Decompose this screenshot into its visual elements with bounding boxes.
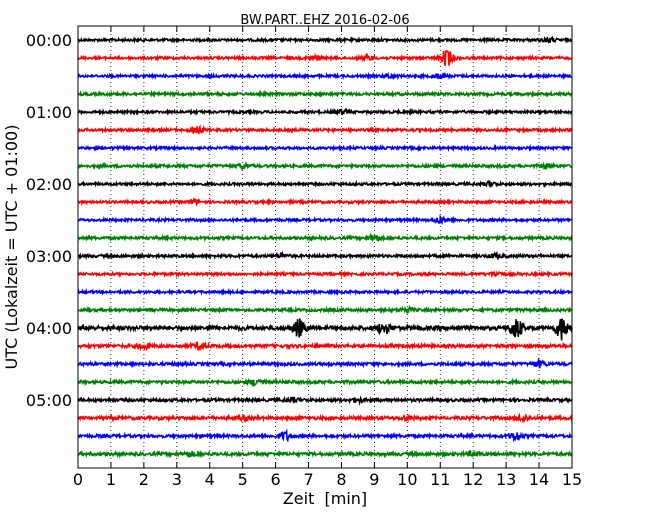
x-tick-label: 3 — [172, 470, 182, 489]
trace-0200 — [77, 179, 573, 189]
plot-frame — [77, 25, 573, 469]
trace-0130 — [77, 143, 573, 153]
x-tick-label: 9 — [369, 470, 379, 489]
trace-0115 — [77, 123, 573, 135]
x-tick-label: 13 — [496, 470, 516, 489]
grid-lines — [110, 26, 540, 468]
y-ticks: 00:00 01:00 02:00 03:00 04:00 05:00 — [26, 31, 572, 410]
y-tick-label: 00:00 — [26, 31, 72, 50]
trace-0045 — [77, 89, 573, 99]
x-tick-label: 10 — [397, 470, 417, 489]
trace-0230 — [77, 214, 573, 225]
trace-0430 — [77, 357, 573, 369]
x-tick-label: 2 — [139, 470, 149, 489]
x-tick-label: 6 — [271, 470, 281, 489]
trace-0245 — [77, 232, 573, 243]
trace-0530 — [77, 428, 573, 443]
x-ticks: 0 1 2 3 4 5 6 7 8 9 10 11 12 13 14 15 — [73, 26, 582, 489]
x-tick-label: 4 — [205, 470, 215, 489]
trace-0100 — [77, 107, 573, 117]
x-tick-label: 1 — [106, 470, 116, 489]
y-axis-label: UTC (Lokalzeit = UTC + 01:00) — [2, 125, 21, 370]
trace-0315 — [77, 269, 573, 279]
trace-0015 — [77, 50, 573, 66]
trace-0500 — [77, 395, 573, 406]
trace-0515 — [77, 412, 573, 424]
trace-0330 — [77, 287, 573, 297]
trace-0545 — [77, 449, 573, 459]
y-tick-label: 04:00 — [26, 319, 72, 338]
x-axis-label: Zeit [min] — [283, 489, 367, 508]
x-tick-label: 12 — [463, 470, 483, 489]
trace-0415 — [77, 341, 573, 352]
x-tick-label: 8 — [336, 470, 346, 489]
trace-0445 — [77, 377, 573, 387]
trace-0030 — [77, 71, 573, 81]
trace-0000 — [77, 35, 573, 45]
y-tick-label: 05:00 — [26, 391, 72, 410]
chart-title: BW.PART..EHZ 2016-02-06 — [240, 13, 409, 28]
x-tick-label: 7 — [303, 470, 313, 489]
trace-0145 — [77, 160, 573, 171]
trace-0345 — [77, 304, 573, 315]
trace-0400 — [77, 318, 573, 341]
x-tick-label: 0 — [73, 470, 83, 489]
x-tick-label: 14 — [529, 470, 549, 489]
trace-0300 — [77, 250, 573, 261]
traces — [77, 35, 573, 459]
y-tick-label: 01:00 — [26, 103, 72, 122]
y-tick-label: 02:00 — [26, 175, 72, 194]
x-tick-label: 11 — [430, 470, 450, 489]
x-tick-label: 15 — [562, 470, 582, 489]
y-tick-label: 03:00 — [26, 247, 72, 266]
trace-0215 — [77, 196, 573, 207]
x-tick-label: 5 — [238, 470, 248, 489]
